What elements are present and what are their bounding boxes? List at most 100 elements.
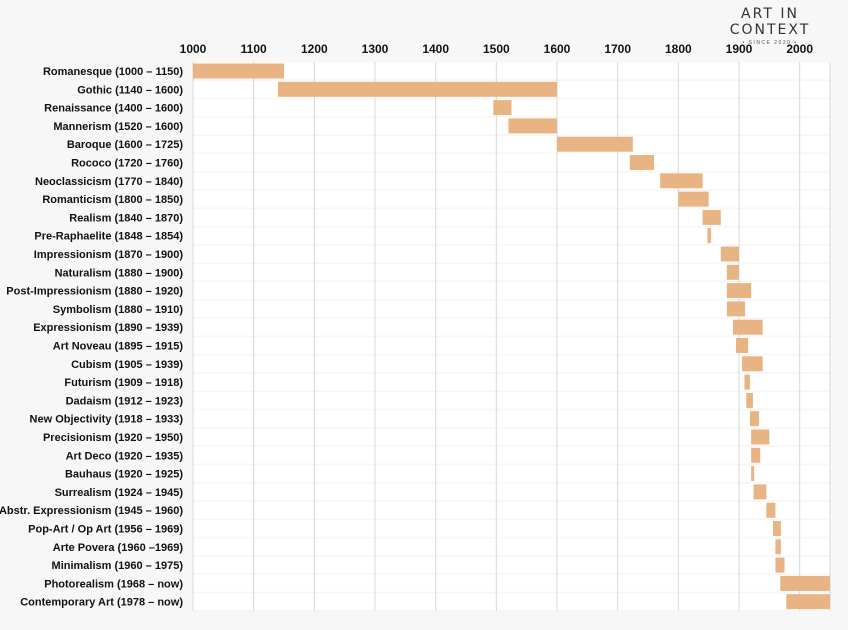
movement-label: New Objectivity (1918 – 1933) — [30, 414, 184, 426]
movement-label: Romanticism (1800 – 1850) — [42, 194, 183, 206]
x-tick-label: 1100 — [241, 42, 267, 56]
movement-label: Romanesque (1000 – 1150) — [43, 66, 183, 78]
x-tick-label: 1300 — [362, 42, 389, 56]
row-background — [193, 465, 830, 482]
row-background — [193, 172, 830, 190]
row-background — [193, 318, 830, 336]
row-background — [193, 538, 830, 556]
timeline-bar — [726, 283, 752, 299]
row-background — [193, 154, 830, 171]
row-background — [193, 264, 830, 281]
movement-label: Expressionism (1890 – 1939) — [33, 322, 183, 334]
x-tick-label: 1500 — [483, 42, 510, 56]
timeline-bar — [702, 209, 721, 225]
row-background — [193, 282, 830, 299]
timeline-bar — [678, 191, 709, 207]
movement-label: Gothic (1140 – 1600) — [77, 84, 183, 96]
timeline-bar — [753, 484, 767, 500]
movement-label: Baroque (1600 – 1725) — [67, 139, 184, 151]
row-background — [193, 62, 830, 80]
x-tick-label: 1800 — [665, 42, 692, 56]
row-background — [193, 556, 830, 574]
timeline-bar — [732, 319, 763, 335]
timeline-bar — [772, 521, 781, 536]
row-background — [193, 355, 830, 373]
timeline-bar — [193, 63, 284, 79]
x-tick-label: 1400 — [422, 42, 449, 56]
movement-label: Pre-Raphaelite (1848 – 1854) — [34, 231, 183, 243]
row-background — [193, 520, 830, 537]
movement-label: Symbolism (1880 – 1910) — [53, 304, 184, 316]
row-background — [193, 501, 830, 519]
timeline-bar — [744, 374, 750, 390]
brand-logo-subtitle: • SINCE 2020 • — [742, 40, 798, 46]
movement-label: Futurism (1909 – 1918) — [64, 377, 183, 389]
timeline-bar — [775, 539, 781, 555]
movement-label: Photorealism (1968 – now) — [44, 578, 183, 590]
timeline-bar — [751, 447, 761, 463]
timeline-bar — [557, 136, 633, 152]
timeline-bar — [277, 81, 557, 97]
timeline-bar — [751, 429, 770, 445]
movement-label: Abstr. Expressionism (1945 – 1960) — [0, 505, 183, 517]
movement-label: Naturalism (1880 – 1900) — [55, 267, 184, 279]
timeline-bar — [780, 575, 830, 591]
movement-label: Realism (1840 – 1870) — [69, 212, 183, 224]
x-tick-label: 1000 — [180, 42, 207, 56]
movement-label: Rococo (1720 – 1760) — [71, 158, 183, 170]
row-background — [193, 447, 830, 464]
movement-label: Cubism (1905 – 1939) — [71, 359, 183, 371]
movement-label: Neoclassicism (1770 – 1840) — [35, 176, 183, 188]
movement-label: Impressionism (1870 – 1900) — [34, 249, 184, 261]
x-tick-label: 1900 — [726, 42, 753, 56]
brand-logo: ART IN CONTEXT • SINCE 2020 • — [700, 6, 840, 46]
row-background — [193, 209, 830, 226]
movement-label: Arte Povera (1960 –1969) — [53, 542, 184, 554]
timeline-bar — [726, 301, 746, 317]
timeline-bar — [493, 100, 512, 116]
movement-label: Art Noveau (1895 – 1915) — [53, 341, 184, 353]
row-background — [193, 483, 830, 501]
timeline-bar — [720, 246, 739, 262]
row-background — [193, 593, 830, 610]
x-tick-label: 1200 — [301, 42, 328, 56]
x-tick-label: 1700 — [604, 42, 631, 56]
movement-label: Bauhaus (1920 – 1925) — [65, 469, 183, 481]
timeline-bar — [735, 338, 749, 353]
timeline-bar — [660, 173, 703, 189]
row-background — [193, 392, 830, 409]
row-background — [193, 410, 830, 427]
row-background — [193, 135, 830, 153]
movement-label: Renaissance (1400 – 1600) — [44, 103, 183, 115]
timeline-bar — [775, 557, 785, 573]
x-tick-label: 1600 — [544, 42, 571, 56]
timeline-bar — [746, 392, 753, 408]
row-background — [193, 337, 830, 354]
timeline-bar — [629, 155, 655, 170]
timeline-bar — [749, 411, 760, 427]
movement-label: Mannerism (1520 – 1600) — [53, 121, 183, 133]
x-tick-label: 2000 — [786, 42, 813, 56]
row-background — [193, 190, 830, 208]
timeline-bar — [707, 228, 712, 244]
movement-label: Minimalism (1960 – 1975) — [52, 560, 184, 572]
movement-label: Art Deco (1920 – 1935) — [66, 450, 184, 462]
movement-label: Precisionism (1920 – 1950) — [43, 432, 183, 444]
timeline-bar — [751, 466, 755, 482]
movement-label: Post-Impressionism (1880 – 1920) — [6, 286, 183, 298]
movement-label: Dadaism (1912 – 1923) — [66, 395, 184, 407]
row-background — [193, 428, 830, 446]
row-background — [193, 373, 830, 391]
row-background — [193, 227, 830, 244]
movement-label: Contemporary Art (1978 – now) — [20, 597, 183, 609]
timeline-bar — [726, 264, 739, 280]
row-background — [193, 245, 830, 263]
movement-label: Surrealism (1924 – 1945) — [55, 487, 184, 499]
timeline-bar — [742, 356, 763, 372]
timeline-bar — [786, 594, 830, 610]
timeline-bar — [508, 118, 557, 134]
row-background — [193, 575, 830, 592]
brand-logo-title: ART IN CONTEXT — [729, 6, 811, 38]
movement-label: Pop-Art / Op Art (1956 – 1969) — [28, 524, 183, 536]
